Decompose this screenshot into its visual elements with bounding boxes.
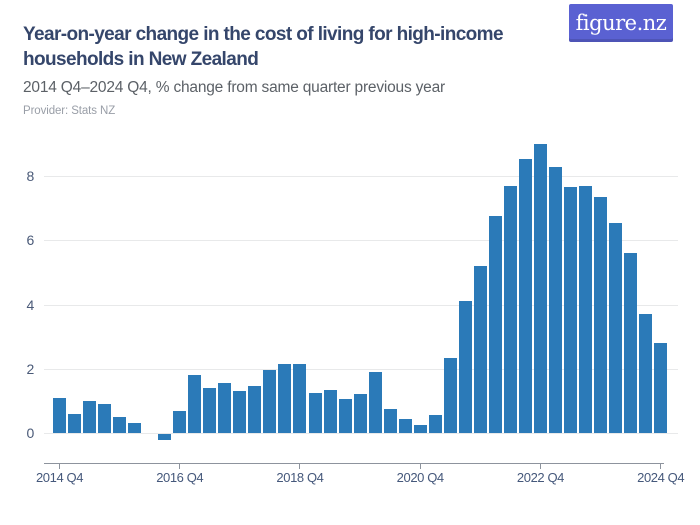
- y-axis-label-4: 4: [26, 296, 35, 313]
- bar-2024-q1[interactable]: [609, 222, 623, 433]
- bar-2015-q1[interactable]: [68, 413, 82, 433]
- x-axis-label-2020-q4: 2020 Q4: [396, 470, 444, 485]
- page-title: Year-on-year change in the cost of livin…: [23, 22, 563, 72]
- bar-2017-q2[interactable]: [203, 388, 217, 433]
- bar-2022-q3[interactable]: [518, 158, 532, 433]
- gridline-8: [44, 176, 678, 178]
- page-title-line-2: households in New Zealand: [23, 49, 259, 70]
- provider-note: Provider: Stats NZ: [23, 105, 116, 117]
- bar-2016-q1[interactable]: [128, 423, 142, 433]
- bar-2020-q2[interactable]: [383, 408, 397, 433]
- bar-2017-q4[interactable]: [233, 391, 247, 433]
- x-axis-label-2024-q4: 2024 Q4: [637, 470, 685, 485]
- bar-2020-q3[interactable]: [398, 418, 412, 433]
- bar-2015-q3[interactable]: [98, 404, 112, 433]
- bar-2017-q1[interactable]: [188, 375, 202, 433]
- bar-2024-q3[interactable]: [639, 314, 653, 433]
- bar-2020-q1[interactable]: [368, 372, 382, 433]
- bar-2024-q4[interactable]: [654, 343, 668, 433]
- figure-nz-logo[interactable]: figure.nz: [569, 4, 673, 42]
- bar-2016-q3[interactable]: [158, 434, 172, 441]
- bar-2022-q4[interactable]: [533, 144, 547, 433]
- bar-2018-q3[interactable]: [278, 363, 292, 433]
- y-axis-label-2: 2: [26, 360, 35, 377]
- bar-2023-q3[interactable]: [579, 185, 593, 433]
- bar-2024-q2[interactable]: [624, 253, 638, 433]
- bar-2015-q4[interactable]: [113, 416, 127, 433]
- bar-2016-q4[interactable]: [173, 410, 187, 433]
- bar-2021-q4[interactable]: [473, 266, 487, 433]
- bar-2019-q1[interactable]: [308, 392, 322, 433]
- bar-2015-q2[interactable]: [83, 400, 97, 433]
- figure-nz-logo-text: figure.nz: [575, 11, 667, 35]
- x-tick-2016-q4: [179, 463, 181, 469]
- bar-2019-q3[interactable]: [338, 399, 352, 433]
- bar-2019-q4[interactable]: [353, 394, 367, 433]
- bar-2021-q1[interactable]: [428, 415, 442, 433]
- x-axis-label-2018-q4: 2018 Q4: [276, 470, 324, 485]
- x-axis-line: [44, 463, 664, 464]
- bar-2023-q4[interactable]: [594, 197, 608, 433]
- x-axis-label-2016-q4: 2016 Q4: [156, 470, 204, 485]
- bar-2023-q2[interactable]: [564, 187, 578, 433]
- bar-2023-q1[interactable]: [548, 166, 562, 433]
- x-axis-label-2022-q4: 2022 Q4: [516, 470, 564, 485]
- bar-2021-q2[interactable]: [443, 357, 457, 433]
- chart-subtitle: 2014 Q4–2024 Q4, % change from same quar…: [23, 79, 445, 96]
- gridline-2: [44, 368, 678, 370]
- x-tick-2018-q4: [299, 463, 301, 469]
- bar-2018-q1[interactable]: [248, 386, 262, 433]
- gridline-6: [44, 240, 678, 242]
- bar-2018-q2[interactable]: [263, 370, 277, 433]
- bar-2014-q4[interactable]: [53, 397, 66, 433]
- y-axis-label-6: 6: [26, 232, 35, 249]
- bar-2022-q2[interactable]: [503, 185, 517, 433]
- bar-2017-q3[interactable]: [218, 383, 232, 433]
- bar-2022-q1[interactable]: [488, 216, 502, 433]
- y-axis-label-8: 8: [26, 168, 35, 185]
- page-title-line-1: Year-on-year change in the cost of livin…: [23, 24, 504, 45]
- gridline-0: [44, 433, 678, 434]
- bar-2020-q4[interactable]: [413, 424, 427, 433]
- x-axis-label-2014-q4: 2014 Q4: [35, 470, 84, 485]
- x-tick-2014-q4: [59, 463, 60, 469]
- bar-2019-q2[interactable]: [323, 389, 337, 433]
- bar-2021-q3[interactable]: [458, 301, 472, 433]
- x-tick-2024-q4: [660, 463, 662, 469]
- gridline-4: [44, 304, 678, 306]
- x-tick-2022-q4: [539, 463, 541, 469]
- x-tick-2020-q4: [419, 463, 421, 469]
- bar-2018-q4[interactable]: [293, 363, 307, 433]
- y-axis-label-0: 0: [26, 425, 35, 441]
